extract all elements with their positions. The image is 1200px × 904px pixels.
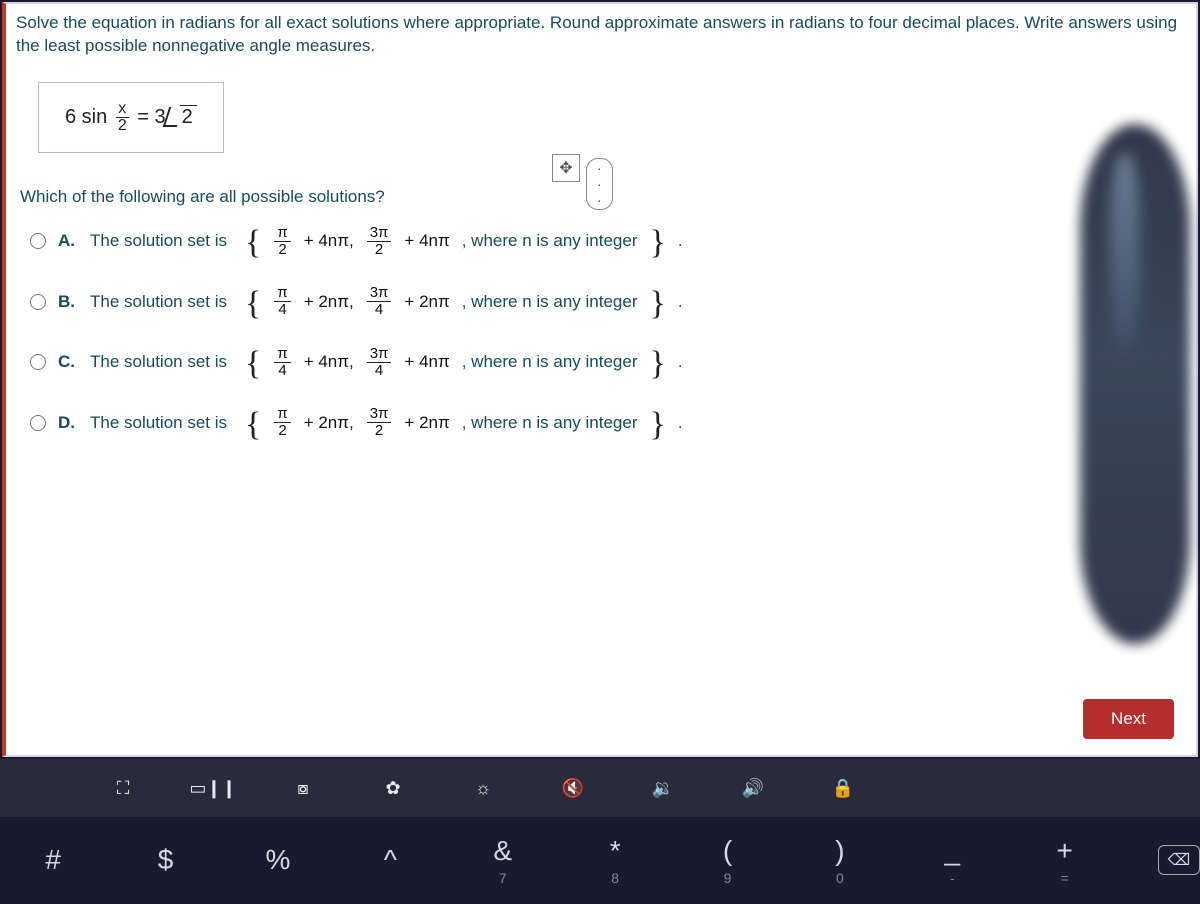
key-5[interactable]: *8 [596, 834, 634, 886]
eq-frac-num: x [116, 101, 129, 118]
choice-letter: A. [58, 231, 78, 251]
backspace-key[interactable]: ⌫ [1158, 845, 1200, 875]
osbar1-icon-3[interactable]: ✿ [380, 777, 406, 799]
equation-box: 6 sin x 2 = 32 [38, 82, 224, 153]
choice-tail: , where n is any integer [462, 352, 638, 372]
osbar1-icon-1[interactable]: ▭❙❙ [200, 777, 226, 799]
term2-frac: 3π2 [367, 406, 392, 439]
choice-radio-2[interactable] [30, 354, 46, 370]
key-4[interactable]: &7 [484, 834, 522, 886]
term2-period: + 4nπ [404, 352, 449, 372]
term2-frac: 3π2 [367, 225, 392, 258]
key-1[interactable]: $ [146, 843, 184, 877]
osbar1-icon-4[interactable]: ☼ [470, 777, 496, 799]
eq-sqrt: 2 [166, 106, 197, 129]
eq-fraction: x 2 [116, 101, 129, 134]
choice-A[interactable]: A.The solution set is{π2 + 4nπ, 3π2 + 4n… [30, 225, 1186, 258]
choice-period: . [678, 292, 683, 312]
move-icon[interactable]: ✥ [552, 154, 580, 182]
choice-tail: , where n is any integer [462, 231, 638, 251]
term1-period: + 4nπ, [304, 352, 354, 372]
eq-equals: = [137, 106, 149, 128]
key-8[interactable]: _- [933, 834, 971, 886]
choice-B[interactable]: B.The solution set is{π4 + 2nπ, 3π4 + 2n… [30, 285, 1186, 318]
more-dots-button[interactable]: · · · [586, 158, 613, 210]
term2-period: + 2nπ [404, 413, 449, 433]
choice-letter: D. [58, 413, 78, 433]
choice-lead: The solution set is [90, 413, 227, 433]
key-2[interactable]: % [259, 843, 297, 877]
key-7[interactable]: )0 [821, 834, 859, 886]
choice-radio-1[interactable] [30, 294, 46, 310]
choice-period: . [678, 231, 683, 251]
choice-letter: C. [58, 352, 78, 372]
choice-tail: , where n is any integer [462, 292, 638, 312]
term2-period: + 2nπ [404, 292, 449, 312]
choice-letter: B. [58, 292, 78, 312]
key-9[interactable]: += [1046, 834, 1084, 886]
choice-radio-0[interactable] [30, 233, 46, 249]
choice-radio-3[interactable] [30, 415, 46, 431]
key-0[interactable]: # [34, 843, 72, 877]
term2-frac: 3π4 [367, 285, 392, 318]
choice-lead: The solution set is [90, 231, 227, 251]
choice-lead: The solution set is [90, 292, 227, 312]
osbar1-icon-6[interactable]: 🔉 [650, 777, 676, 799]
question-prompt: Solve the equation in radians for all ex… [16, 12, 1186, 58]
choice-lead: The solution set is [90, 352, 227, 372]
os-key-row: # $% ^ &7 *8 (9 )0 _- += ⌫ [0, 817, 1200, 903]
key-3[interactable]: ^ [371, 843, 409, 877]
choice-period: . [678, 352, 683, 372]
term1-period: + 4nπ, [304, 231, 354, 251]
choice-tail: , where n is any integer [462, 413, 638, 433]
term1-frac: π4 [274, 346, 290, 379]
eq-frac-den: 2 [116, 118, 129, 134]
os-function-bar: ⛶ ▭❙❙ ⧇ ✿ ☼ 🔇 🔉 🔊 🔒 [0, 759, 1200, 817]
term1-frac: π2 [274, 406, 290, 439]
term1-period: + 2nπ, [304, 413, 354, 433]
osbar1-icon-7[interactable]: 🔊 [740, 777, 766, 799]
osbar1-icon-0[interactable]: ⛶ [110, 777, 136, 799]
choice-D[interactable]: D.The solution set is{π2 + 2nπ, 3π2 + 2n… [30, 406, 1186, 439]
term2-period: + 4nπ [404, 231, 449, 251]
choice-period: . [678, 413, 683, 433]
choice-C[interactable]: C.The solution set is{π4 + 4nπ, 3π4 + 4n… [30, 346, 1186, 379]
question-panel: Solve the equation in radians for all ex… [2, 2, 1198, 757]
osbar1-icon-2[interactable]: ⧇ [290, 777, 316, 799]
eq-radicand: 2 [180, 105, 197, 128]
key-6[interactable]: (9 [708, 834, 746, 886]
term1-frac: π2 [274, 225, 290, 258]
next-button[interactable]: Next [1083, 699, 1174, 739]
term2-frac: 3π4 [367, 346, 392, 379]
drag-region[interactable]: ✥ · · · [552, 154, 608, 194]
choice-list: A.The solution set is{π2 + 4nπ, 3π2 + 4n… [30, 225, 1186, 439]
osbar1-icon-8[interactable]: 🔒 [830, 777, 856, 799]
term1-frac: π4 [274, 285, 290, 318]
osbar1-icon-5[interactable]: 🔇 [560, 777, 586, 799]
term1-period: + 2nπ, [304, 292, 354, 312]
eq-left: 6 sin [65, 106, 107, 128]
